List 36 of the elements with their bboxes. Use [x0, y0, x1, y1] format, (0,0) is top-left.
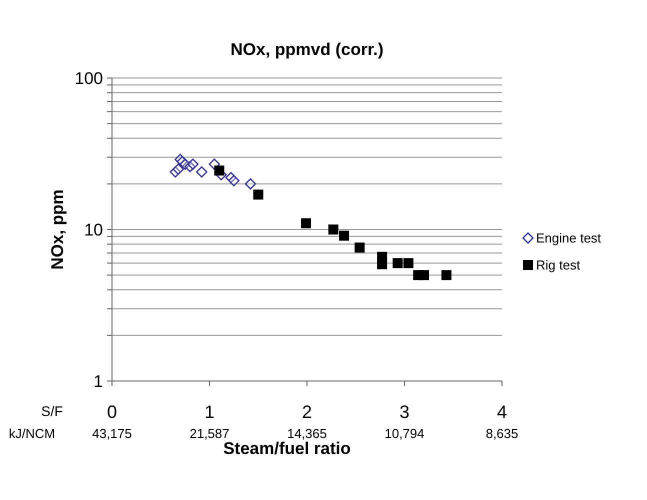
point	[301, 218, 312, 228]
point	[339, 230, 350, 241]
y-axis-title: NOx, ppm	[48, 189, 67, 270]
x-tick-label: 2	[302, 402, 312, 422]
x-tick-label: 4	[496, 402, 508, 422]
point	[377, 259, 388, 270]
text: 43,175	[92, 426, 132, 441]
point	[328, 224, 338, 234]
x-tick-label: 3	[399, 402, 410, 422]
text: kJ/NCM	[8, 426, 56, 441]
point	[253, 190, 264, 200]
text: S/F	[41, 403, 63, 419]
point	[392, 258, 403, 268]
x-tick-label: 1	[204, 402, 215, 422]
x-tick-label: 0	[106, 402, 118, 422]
chart-title: NOx, ppmvd (corr.)	[230, 40, 384, 59]
y-tick-label: 10	[84, 220, 103, 240]
point	[196, 166, 208, 178]
point	[403, 258, 414, 268]
point	[354, 242, 365, 253]
point	[172, 164, 184, 175]
y-tick-label: 1	[94, 372, 103, 391]
text: 14,365	[287, 426, 327, 441]
point	[228, 175, 240, 186]
y-tick-label: 100	[74, 68, 103, 88]
point	[419, 270, 429, 280]
point	[214, 166, 224, 176]
point	[441, 270, 452, 280]
text: 10,794	[384, 426, 424, 441]
point	[187, 158, 199, 170]
text: 21,587	[190, 426, 230, 441]
legend-label: Rig test	[536, 258, 580, 273]
x-axis-title: Steam/fuel ratio	[223, 439, 351, 458]
legend-label: Engine test	[536, 230, 602, 246]
point	[244, 178, 256, 190]
text: 8,635	[486, 426, 518, 441]
